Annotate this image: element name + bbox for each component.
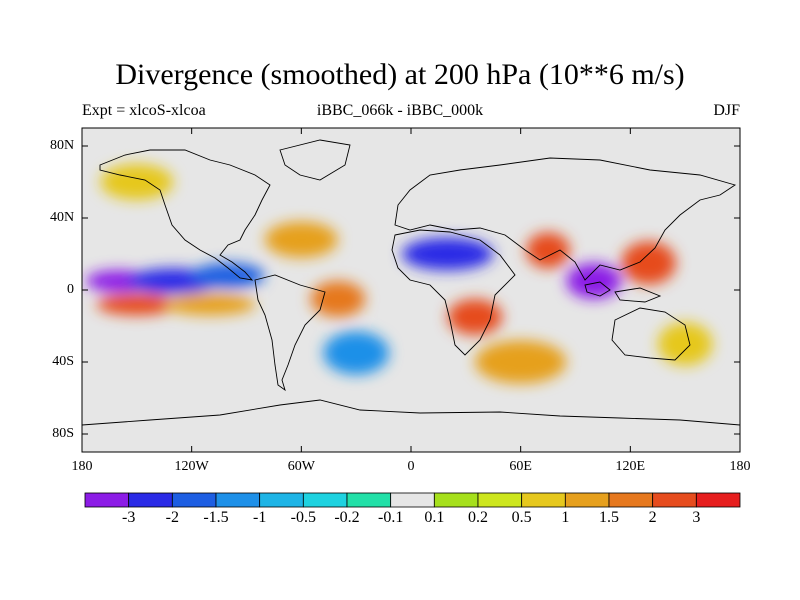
colorbar-label: 0.5 <box>511 509 532 526</box>
colorbar-swatch <box>433 492 479 508</box>
colorbar-swatch <box>215 492 261 508</box>
anomaly-region-3 <box>96 293 178 316</box>
lon-label: 60E <box>509 459 532 474</box>
anomaly-region-6 <box>264 221 338 258</box>
colorbar-label: -0.1 <box>377 509 404 526</box>
anomaly-region-13 <box>323 331 390 375</box>
colorbar-label: 0.1 <box>424 509 445 526</box>
colorbar-swatch <box>564 492 610 508</box>
colorbar-swatch <box>84 492 130 508</box>
colorbar-label: -3 <box>121 509 136 526</box>
lon-label: 180 <box>71 459 93 474</box>
lon-label: 120W <box>174 459 209 474</box>
lat-label: 80S <box>52 426 74 441</box>
coastlines <box>82 139 740 426</box>
lat-label: 40S <box>52 354 74 369</box>
anomaly-region-8 <box>447 299 503 335</box>
run-difference-label: iBBC_066k - iBBC_000k <box>316 102 484 119</box>
anomaly-region-7 <box>401 237 494 271</box>
colorbar-swatch <box>390 492 435 508</box>
plot-title: Divergence (smoothed) at 200 hPa (10**6 … <box>115 58 685 91</box>
anomaly-region-14 <box>474 340 567 384</box>
colorbar-label: -1.5 <box>203 509 229 526</box>
colorbar-label: -2 <box>165 509 179 526</box>
lon-label: 120E <box>615 459 646 474</box>
colorbar-swatch <box>128 492 173 508</box>
lon-label: 180 <box>729 459 751 474</box>
colorbar-label: 1 <box>561 509 570 526</box>
colorbar-label: 0.2 <box>468 509 488 526</box>
anomaly-region-2 <box>191 263 265 289</box>
lat-label: 0 <box>67 282 74 297</box>
axis-ticks <box>81 128 741 452</box>
anomaly-region-11 <box>621 241 677 285</box>
colorbar-swatch <box>302 492 348 508</box>
colorbar-label: -0.5 <box>290 509 316 526</box>
colorbar-swatch <box>608 492 654 508</box>
colorbar-swatch <box>521 492 566 508</box>
colorbar-swatch <box>259 492 304 508</box>
anomaly-region-5 <box>310 281 366 317</box>
colorbar-swatch <box>695 492 741 508</box>
lon-label: 0 <box>407 459 415 474</box>
anomaly-region-4 <box>164 293 256 316</box>
colorbar-label: 1.5 <box>599 509 619 526</box>
colorbar-swatch <box>171 492 217 508</box>
colorbar-label: -0.2 <box>334 509 360 526</box>
colorbar-swatch <box>346 492 392 508</box>
colorbar-label: 3 <box>692 509 701 526</box>
anomaly-region-15 <box>657 322 713 366</box>
colorbar-label: 2 <box>648 509 657 526</box>
colorbar-label: -1 <box>252 509 267 526</box>
lat-label: 80N <box>50 138 75 153</box>
colorbar-swatch <box>652 492 697 508</box>
experiment-label: Expt = xlcoS-xlcoa <box>82 102 206 119</box>
anomaly-region-12 <box>100 164 174 200</box>
colorbar-swatch <box>477 492 523 508</box>
lon-label: 60W <box>287 459 315 474</box>
divergence-field <box>85 164 713 384</box>
colorbar <box>84 492 741 508</box>
lat-label: 40N <box>50 210 75 225</box>
anomaly-region-9 <box>526 232 571 269</box>
season-label: DJF <box>713 102 740 119</box>
